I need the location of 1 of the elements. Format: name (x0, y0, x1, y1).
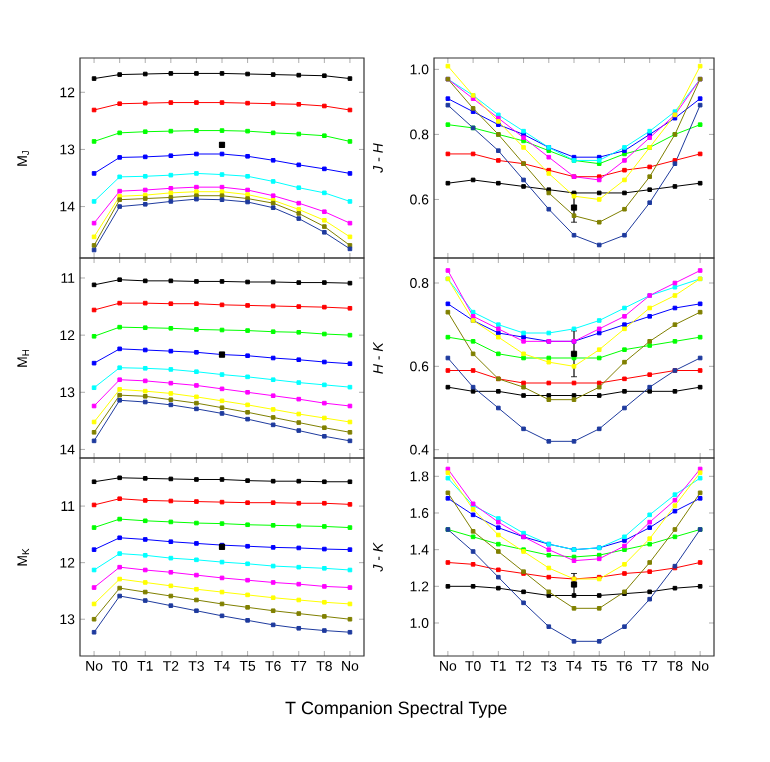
x-axis-title: T Companion Spectral Type (285, 701, 507, 718)
